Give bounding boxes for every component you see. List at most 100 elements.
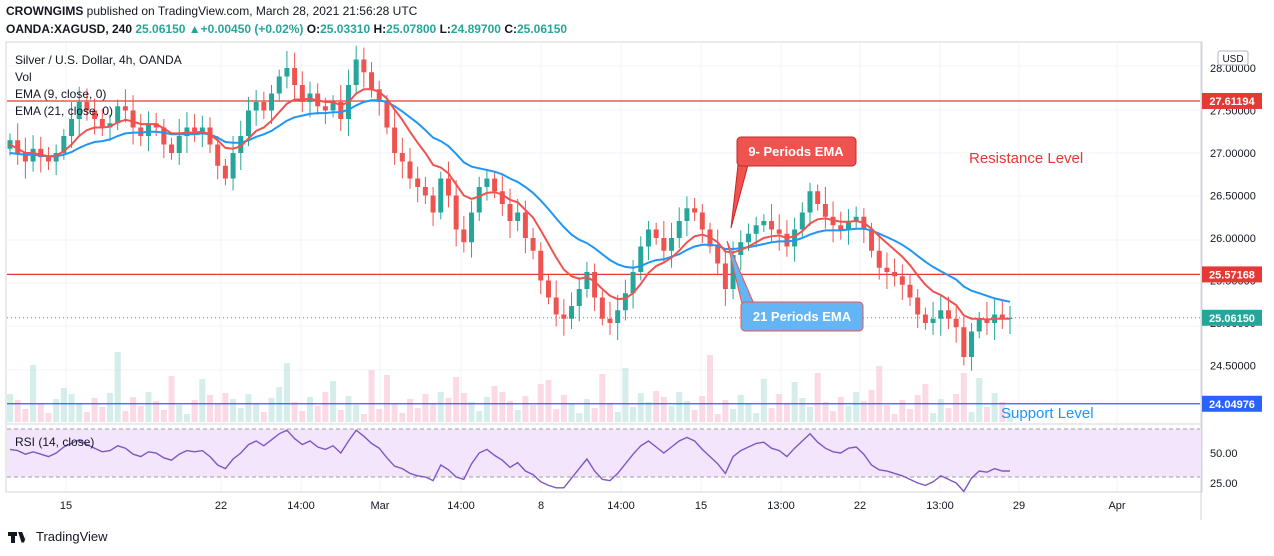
candle-body	[153, 123, 159, 128]
badge-last-price-bg	[1202, 309, 1262, 326]
volume-bar	[245, 394, 252, 422]
volume-bar	[899, 400, 906, 422]
time-tick-label: 29	[1013, 500, 1025, 512]
candle-body	[853, 216, 859, 221]
candle-body	[238, 136, 244, 153]
volume-bar	[183, 414, 190, 422]
volume-bar	[237, 408, 244, 422]
grid	[7, 43, 1200, 491]
volume-bar	[130, 397, 137, 422]
volume-bar	[14, 400, 21, 422]
volume-bar	[522, 396, 529, 422]
volume-bar	[337, 410, 344, 422]
close-value: 25.06150	[516, 22, 568, 36]
time-tick-label: 15	[695, 500, 707, 512]
volume-bar	[953, 394, 960, 422]
candle-body	[745, 233, 751, 243]
volume-bar	[68, 394, 75, 422]
candle-body	[930, 318, 936, 323]
candle-body	[15, 140, 21, 153]
candle-body	[753, 225, 759, 234]
volume-bar	[760, 379, 767, 422]
candle-body	[884, 267, 890, 272]
volume-bar	[176, 405, 183, 422]
candle-body	[445, 178, 451, 196]
volume-bar	[268, 398, 275, 422]
rsi-line	[9, 429, 1010, 493]
candle-body	[499, 191, 505, 204]
publish-info: published on TradingView.com, March 28, …	[86, 4, 418, 18]
candle-body	[907, 284, 913, 298]
candle-body	[892, 272, 898, 277]
volume-bar	[768, 408, 775, 422]
candle-body	[476, 187, 482, 213]
volume-bar	[945, 408, 952, 422]
vol-legend: Vol	[15, 70, 32, 84]
candle-body	[953, 318, 959, 328]
volume-bar	[514, 410, 521, 422]
volume-bar	[122, 411, 129, 422]
candle-body	[692, 208, 698, 213]
candle-body	[545, 280, 551, 298]
candle-body	[876, 250, 882, 268]
candle-body	[215, 144, 221, 166]
price-tick-label: 24.50000	[1210, 361, 1256, 373]
candle-body	[130, 110, 136, 128]
volume-bar	[837, 397, 844, 422]
volume-bar	[191, 400, 198, 422]
volume-bar	[745, 404, 752, 422]
price-badges: 27.61194 25.57168 25.06150 24.04976	[1202, 92, 1262, 412]
volume-bar	[207, 395, 213, 422]
volume-bar	[530, 405, 537, 422]
candle-body	[815, 191, 821, 204]
candle-body	[722, 263, 728, 289]
volume-bar	[914, 395, 921, 422]
high-label: H:	[373, 22, 387, 36]
volume-bar	[91, 398, 98, 422]
volume-bar	[860, 401, 867, 422]
candle-body	[361, 59, 367, 73]
ohlc-line: OANDA:XAGUSD, 240 25.06150 ▲+0.00450 (+0…	[6, 22, 567, 36]
candle-body	[369, 72, 375, 90]
volume-bar	[76, 403, 83, 422]
currency-badge[interactable]	[1217, 50, 1249, 66]
badge-support-text: 24.04976	[1209, 399, 1255, 411]
volume-bar	[930, 413, 937, 422]
candle-body	[192, 127, 198, 132]
volume-bar	[168, 376, 175, 422]
badge-resistance-lower-text: 25.57168	[1209, 269, 1255, 281]
time-tick-label: Apr	[1108, 500, 1125, 512]
candle-body	[169, 144, 175, 153]
volume-bar	[560, 395, 567, 422]
tradingview-footer[interactable]: TradingView	[8, 529, 108, 544]
price-change: ▲+0.00450 (+0.02%)	[188, 22, 304, 36]
candle-body	[799, 212, 805, 230]
volume-bar	[545, 380, 552, 422]
volume-bar	[276, 387, 283, 422]
time-tick-label: 22	[215, 500, 227, 512]
volume-bar	[307, 397, 313, 422]
volume-bar	[753, 413, 760, 422]
candle-body	[984, 318, 990, 323]
candle-body	[222, 165, 228, 179]
ema9-line	[9, 88, 1010, 321]
volume-bar	[360, 414, 367, 422]
tradingview-logo-icon	[8, 530, 30, 544]
volume-bar	[553, 409, 560, 422]
volume-bar	[22, 409, 29, 422]
candle-body	[945, 310, 951, 319]
rsi-legend: RSI (14, close)	[15, 435, 94, 449]
candle-body	[999, 314, 1005, 319]
time-tick-label: 8	[538, 500, 544, 512]
price-tick-label: 26.00000	[1210, 233, 1256, 245]
candle-body	[784, 233, 790, 247]
high-value: 25.07800	[386, 22, 437, 36]
candle-body	[392, 127, 398, 153]
volume-bar	[653, 391, 660, 422]
time-tick-label: 22	[854, 500, 866, 512]
candle-body	[638, 246, 644, 272]
volume-bar	[591, 408, 598, 422]
axis-ticks: 28.0000027.5000027.0000026.5000026.00000…	[60, 63, 1256, 512]
badge-resistance-lower-bg	[1202, 266, 1262, 283]
